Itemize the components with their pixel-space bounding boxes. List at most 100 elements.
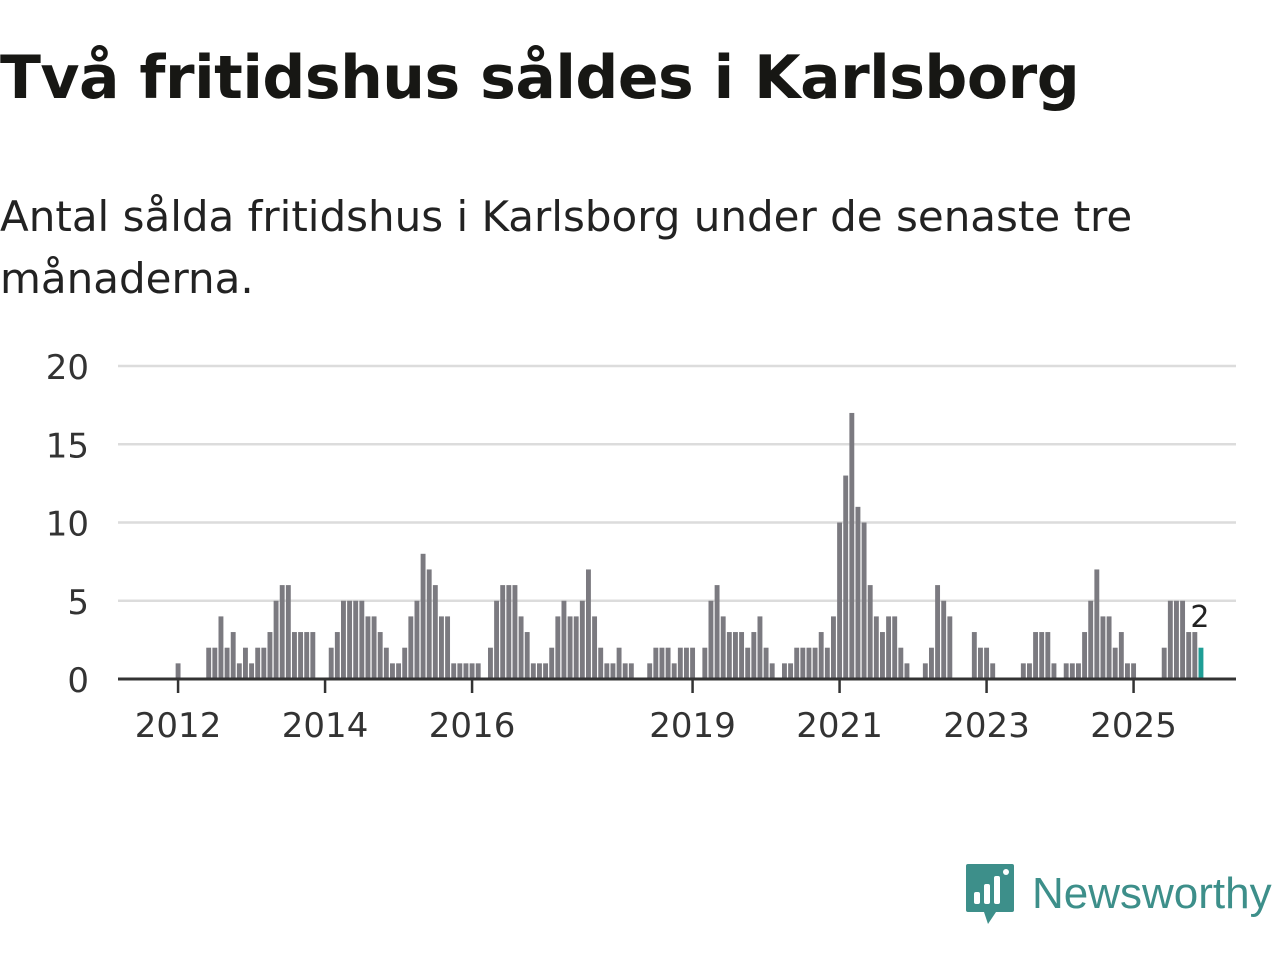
bar <box>628 663 634 679</box>
bar <box>396 663 402 679</box>
bar <box>824 647 830 679</box>
bar <box>1051 663 1057 679</box>
bar <box>439 616 444 679</box>
bar <box>867 585 873 679</box>
bar <box>971 632 977 679</box>
bar <box>1192 632 1198 679</box>
bar <box>745 647 751 679</box>
bar <box>1094 569 1100 679</box>
bar <box>475 663 481 679</box>
gridlines <box>118 364 1236 602</box>
bar <box>230 632 236 679</box>
bar <box>218 616 224 679</box>
bar <box>1174 600 1179 679</box>
bar <box>243 647 248 679</box>
bar <box>935 585 941 679</box>
bar <box>739 632 745 679</box>
bar <box>359 600 365 679</box>
x-tick-label: 2025 <box>1090 706 1177 746</box>
bar <box>586 569 591 679</box>
bar <box>298 632 304 679</box>
bar <box>457 663 463 679</box>
bar <box>561 600 567 679</box>
bar <box>788 663 794 679</box>
bar <box>782 663 787 679</box>
bar <box>837 522 843 679</box>
bar <box>383 647 389 679</box>
bar <box>812 647 818 679</box>
bar <box>292 632 297 679</box>
bar <box>341 600 346 679</box>
bar <box>665 647 671 679</box>
bar <box>390 663 395 679</box>
bar <box>579 600 585 679</box>
bar <box>1118 632 1124 679</box>
bar <box>849 412 855 679</box>
bar <box>1020 663 1026 679</box>
bar <box>671 663 677 679</box>
bar <box>1100 616 1106 679</box>
bar <box>432 585 438 679</box>
bar <box>1131 663 1137 679</box>
bar <box>800 647 806 679</box>
bars <box>175 412 1204 679</box>
bar <box>1180 600 1186 679</box>
x-tick-label: 2021 <box>796 706 883 746</box>
bar <box>677 647 683 679</box>
chart-subtitle: Antal sålda fritidshus i Karlsborg under… <box>0 192 1133 303</box>
bar <box>898 647 904 679</box>
bar <box>647 663 653 679</box>
bar <box>506 585 512 679</box>
bar <box>249 663 255 679</box>
bar <box>426 569 432 679</box>
bar <box>806 647 812 679</box>
bar <box>1106 616 1112 679</box>
bar <box>904 663 910 679</box>
bar <box>365 616 371 679</box>
bar <box>873 616 879 679</box>
bar <box>175 663 181 679</box>
bar <box>255 647 261 679</box>
bar <box>573 616 579 679</box>
bar <box>543 663 549 679</box>
bar <box>212 647 218 679</box>
y-tick-label: 10 <box>46 505 89 545</box>
bar <box>726 632 732 679</box>
bar <box>880 632 885 679</box>
bar <box>702 647 708 679</box>
bar <box>451 663 457 679</box>
bar <box>261 647 267 679</box>
x-tick-label: 2016 <box>429 706 516 746</box>
axes: 0 5 10 15 20 2 2012 2014 2016 2019 2021 2023 2025 <box>46 348 1236 746</box>
bar <box>1063 663 1069 679</box>
chart-title: Två fritidshus såldes i Karlsborg <box>0 43 1080 113</box>
bar <box>1027 663 1032 679</box>
bar <box>616 647 622 679</box>
bar <box>978 647 983 679</box>
bar <box>445 616 451 679</box>
bar <box>922 663 928 679</box>
y-tick-label: 5 <box>67 583 89 623</box>
bar <box>947 616 953 679</box>
bar <box>524 632 530 679</box>
bar <box>653 647 659 679</box>
bar <box>347 600 353 679</box>
bar <box>530 663 536 679</box>
bar <box>414 600 420 679</box>
x-tick-label: 2023 <box>943 706 1030 746</box>
bar <box>690 647 696 679</box>
bar <box>659 647 665 679</box>
bar <box>469 663 475 679</box>
bar <box>334 632 340 679</box>
bar <box>1039 632 1045 679</box>
bar <box>720 616 726 679</box>
bar <box>714 585 720 679</box>
bar <box>929 647 934 679</box>
bar <box>279 585 285 679</box>
bar-highlight <box>1198 647 1204 679</box>
bar <box>408 616 414 679</box>
bar <box>598 647 604 679</box>
bar <box>518 616 524 679</box>
bar <box>1186 632 1192 679</box>
bar <box>610 663 616 679</box>
